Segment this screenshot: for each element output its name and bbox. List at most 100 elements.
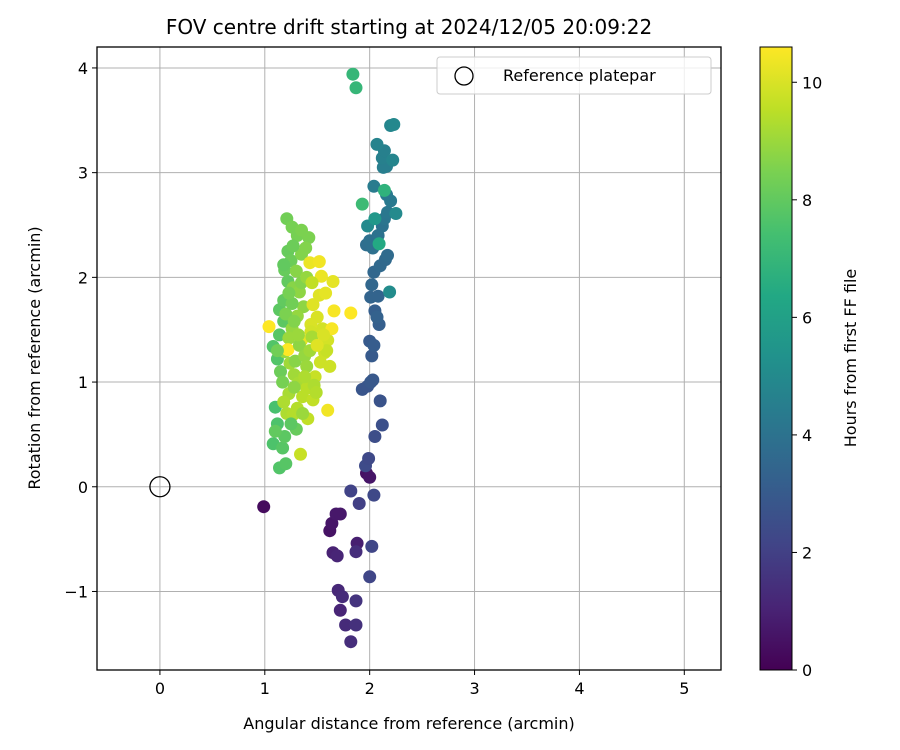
legend-marker-icon (454, 66, 474, 86)
data-point (295, 247, 308, 261)
data-point (375, 418, 389, 432)
data-points (257, 67, 403, 649)
data-point (362, 452, 376, 465)
y-tick-label: −1 (64, 582, 88, 601)
y-tick-label: 0 (78, 478, 88, 497)
data-point (323, 359, 337, 373)
data-point (296, 407, 310, 420)
colorbar-label: Hours from first FF file (841, 269, 860, 448)
data-point (303, 256, 317, 270)
colorbar-tick-label: 10 (802, 73, 822, 92)
x-tick-label: 3 (469, 679, 479, 698)
data-point (367, 179, 381, 193)
data-point (333, 507, 347, 521)
data-point (287, 380, 301, 394)
colorbar-tick-label: 4 (802, 426, 812, 445)
data-point (381, 248, 394, 262)
colorbar-tick-label: 0 (802, 661, 812, 680)
data-point (389, 207, 403, 220)
data-point (312, 255, 326, 269)
data-point (327, 304, 341, 318)
y-tick-label: 4 (78, 59, 88, 78)
data-point (294, 447, 307, 461)
data-point (371, 289, 385, 303)
data-point (289, 264, 303, 278)
data-point (370, 137, 384, 151)
data-point (349, 594, 363, 608)
legend-box (436, 56, 712, 95)
data-point (279, 307, 293, 321)
data-point (281, 343, 295, 357)
data-point (344, 484, 358, 498)
x-tick-label: 1 (260, 679, 270, 698)
x-axis-label: Angular distance from reference (arcmin) (243, 714, 574, 733)
data-point (319, 286, 333, 300)
data-point (287, 314, 301, 328)
data-point (321, 403, 335, 417)
data-point (349, 618, 363, 632)
y-tick-label: 1 (78, 373, 88, 392)
chart-title: FOV centre drift starting at 2024/12/05 … (166, 15, 652, 39)
data-point (298, 370, 312, 384)
data-point (291, 328, 305, 342)
data-point (309, 386, 323, 399)
x-ticks: 0 1 2 3 4 5 (155, 670, 689, 698)
y-axis-label: Rotation from reference (arcmin) (25, 226, 44, 489)
data-point (279, 457, 293, 471)
x-tick-label: 0 (155, 679, 165, 698)
data-point (387, 118, 401, 131)
data-point (285, 297, 299, 310)
data-point (346, 67, 360, 81)
y-tick-label: 2 (78, 268, 88, 287)
data-point (320, 344, 334, 358)
x-tick-label: 4 (574, 679, 584, 698)
data-point (257, 500, 271, 514)
data-point (276, 375, 290, 389)
colorbar-tick-label: 8 (802, 191, 812, 210)
data-point (284, 417, 298, 431)
data-point (367, 338, 381, 352)
colorbar (759, 46, 793, 671)
x-tick-label: 5 (679, 679, 689, 698)
data-point (282, 286, 296, 300)
data-point (305, 276, 319, 290)
data-point (335, 590, 349, 604)
data-point (276, 441, 290, 455)
data-point (292, 338, 306, 352)
data-point (277, 258, 291, 272)
data-point (268, 424, 282, 438)
data-point (377, 183, 391, 197)
y-ticks: −1 0 1 2 3 4 (64, 59, 97, 601)
data-point (333, 603, 347, 617)
data-point (355, 197, 369, 211)
data-point (349, 545, 363, 559)
data-point (270, 344, 284, 358)
data-point (365, 349, 379, 363)
colorbar-tick-label: 6 (802, 308, 812, 327)
data-point (344, 635, 358, 649)
data-point (314, 269, 328, 283)
data-point (344, 306, 358, 320)
data-point (363, 470, 377, 484)
reference-layer (149, 476, 171, 498)
data-point (386, 153, 400, 167)
colorbar-ticks: 0 2 4 6 8 10 (792, 73, 822, 680)
data-point (288, 354, 302, 368)
reference-platepar-marker (149, 476, 171, 498)
data-point (367, 488, 381, 502)
data-point (330, 549, 344, 563)
data-point (370, 310, 384, 324)
data-point (352, 497, 366, 510)
x-tick-label: 2 (365, 679, 375, 698)
legend: Reference platepar (436, 56, 712, 95)
data-point (339, 618, 353, 632)
plot-frame (96, 46, 722, 671)
data-point (368, 212, 382, 226)
data-point (383, 285, 397, 299)
colorbar-tick-label: 2 (802, 543, 812, 562)
data-point (302, 231, 316, 245)
data-point (286, 239, 300, 253)
legend-label: Reference platepar (503, 66, 656, 85)
data-point (310, 338, 324, 352)
data-point (317, 328, 330, 342)
